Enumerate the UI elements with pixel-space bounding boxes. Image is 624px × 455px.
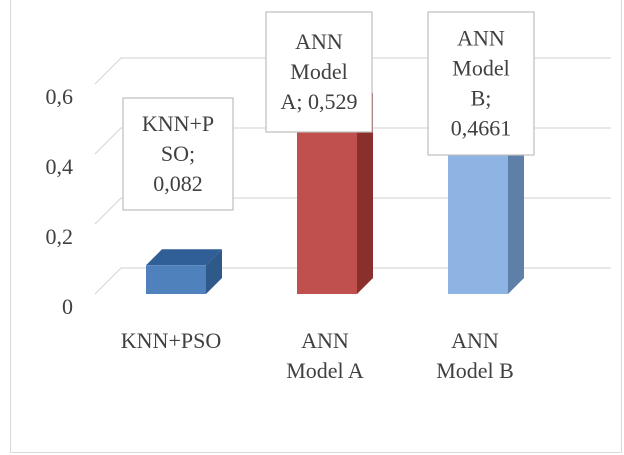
bar: [297, 108, 357, 294]
y-tick-label: 0,2: [46, 224, 74, 249]
data-label-callouts: KNN+P SO; 0,082 ANN Model A; 0,529 ANN Model B; 0…: [122, 11, 535, 211]
y-axis-tick-labels: 0 0,2 0,4 0,6: [46, 84, 74, 319]
data-label-line: ANN: [457, 26, 505, 51]
data-label-line: B;: [471, 86, 492, 111]
bar: [448, 130, 508, 294]
category-label: KNN+PSO: [121, 328, 221, 353]
data-label-box: [122, 97, 234, 211]
category-label-line: Model A: [286, 358, 364, 383]
category-label-line: KNN+PSO: [121, 328, 221, 353]
data-label: ANN Model A; 0,529: [281, 29, 358, 114]
bar-side: [508, 114, 524, 295]
data-label-line: ANN: [295, 29, 343, 54]
data-label: ANN Model B; 0,4661: [451, 26, 512, 141]
category-label-line: Model B: [436, 358, 514, 383]
category-labels: KNN+PSO ANN Model A ANN Model B: [121, 328, 514, 383]
y-tick-label: 0: [62, 294, 73, 319]
category-label-line: ANN: [301, 328, 349, 353]
y-tick-label: 0,4: [46, 154, 74, 179]
chart-frame: 0 0,2 0,4 0,6 KNN+PSO ANN Model A ANN Model B K…: [10, 0, 622, 453]
gridline: [94, 267, 611, 295]
category-label: ANN Model B: [436, 328, 514, 383]
gridline: [94, 197, 611, 225]
data-label-line: A; 0,529: [281, 89, 358, 114]
y-tick-label: 0,6: [46, 84, 74, 109]
data-label-line: 0,4661: [451, 116, 512, 141]
bar-side: [206, 249, 222, 294]
chart-svg: 0 0,2 0,4 0,6 KNN+PSO ANN Model A ANN Model B K…: [46, 11, 611, 383]
category-label-line: ANN: [451, 328, 499, 353]
category-label: ANN Model A: [286, 328, 364, 383]
bar: [146, 265, 206, 294]
data-label-line: 0,082: [153, 171, 203, 196]
data-label-line: Model: [290, 59, 347, 84]
data-label-line: SO;: [161, 141, 195, 166]
data-label: KNN+P SO; 0,082: [142, 111, 214, 196]
bar-side: [357, 92, 373, 294]
bar-top: [146, 249, 222, 266]
data-label-box: [427, 11, 535, 156]
data-label-box: [265, 11, 373, 133]
data-label-line: Model: [452, 56, 509, 81]
data-label-line: KNN+P: [142, 111, 214, 136]
